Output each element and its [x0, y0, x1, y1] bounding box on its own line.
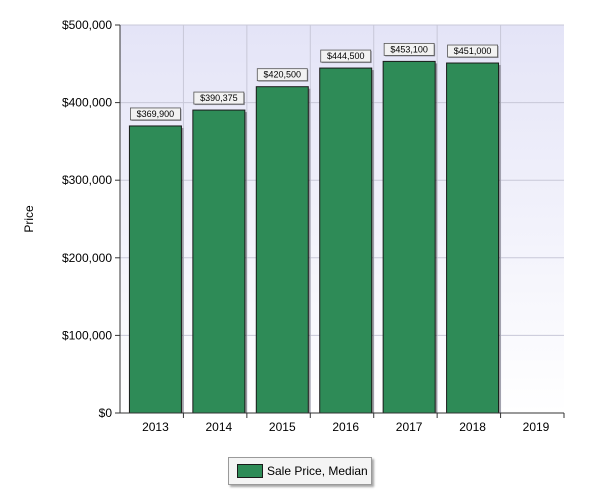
- y-axis-ticks: $0 $100,000 $200,000 $300,000 $400,000 $500,0…: [62, 18, 120, 420]
- data-label: $420,500: [264, 70, 302, 80]
- x-tick-label: 2013: [142, 420, 169, 434]
- x-tick-label: 2014: [206, 420, 233, 434]
- legend-swatch: [237, 464, 263, 478]
- x-tick-label: 2019: [523, 420, 550, 434]
- legend-label: Sale Price, Median: [267, 464, 368, 478]
- bars: [128, 60, 501, 414]
- x-tick-label: 2018: [459, 420, 486, 434]
- data-label: $451,000: [454, 46, 492, 56]
- data-label: $390,375: [200, 93, 238, 103]
- y-tick-label: $300,000: [62, 173, 112, 187]
- data-label: $369,900: [137, 109, 175, 119]
- y-tick-label: $0: [99, 406, 113, 420]
- data-label-box: [447, 44, 498, 58]
- data-label-box: [383, 42, 435, 56]
- bar: [319, 67, 373, 414]
- y-tick-label: $500,000: [62, 18, 112, 32]
- data-label: $453,100: [390, 44, 428, 54]
- data-labels: $369,900 $390,375 $420,500 $444,500 $453,100…: [130, 42, 499, 121]
- y-tick-label: $400,000: [62, 96, 112, 110]
- bar: [128, 125, 182, 414]
- data-label-box: [193, 91, 245, 105]
- x-tick-label: 2016: [332, 420, 359, 434]
- bar: [255, 86, 309, 414]
- x-axis-ticks: 2013 2014 2015 2016 2017 2018 2019: [142, 413, 565, 434]
- legend: Sale Price, Median: [228, 457, 372, 485]
- y-axis-title: Price: [22, 205, 36, 233]
- data-label-box: [320, 49, 372, 63]
- x-tick-label: 2015: [269, 420, 296, 434]
- data-label: $444,500: [327, 51, 365, 61]
- data-label-box: [256, 68, 308, 82]
- x-tick-label: 2017: [396, 420, 423, 434]
- bar: [446, 62, 500, 414]
- bar: [192, 109, 246, 414]
- bar: [382, 60, 436, 414]
- y-tick-label: $100,000: [62, 328, 112, 342]
- y-tick-label: $200,000: [62, 251, 112, 265]
- data-label-box: [130, 107, 181, 121]
